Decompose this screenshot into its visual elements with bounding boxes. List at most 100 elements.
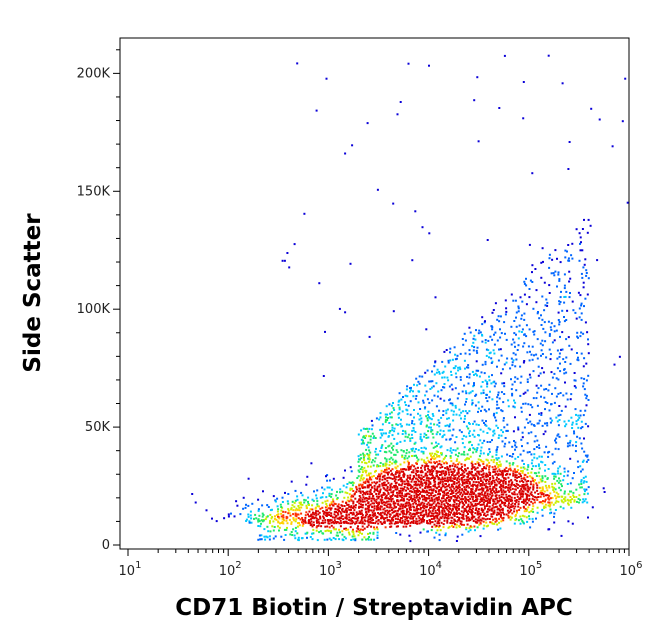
event-dot	[304, 516, 307, 519]
event-dot	[491, 466, 494, 469]
event-dot	[402, 450, 405, 453]
event-dot	[536, 338, 539, 341]
event-dot	[370, 521, 373, 524]
event-dot	[471, 511, 474, 514]
event-dot	[507, 486, 509, 489]
event-dot	[432, 455, 435, 458]
event-dot	[458, 452, 460, 455]
event-dot	[490, 459, 493, 462]
event-dot	[471, 403, 473, 406]
event-dot	[505, 470, 508, 473]
event-dot	[572, 491, 575, 494]
event-dot	[447, 513, 450, 516]
event-dot	[410, 520, 413, 523]
event-dot	[283, 519, 285, 522]
event-dot	[316, 505, 319, 508]
event-dot	[280, 515, 283, 518]
event-dot	[501, 440, 504, 443]
event-dot	[424, 371, 427, 374]
event-dot	[348, 533, 351, 536]
event-dot	[404, 489, 407, 492]
event-dot	[352, 507, 355, 509]
event-dot	[533, 448, 536, 451]
event-dot	[563, 296, 566, 298]
event-dot	[573, 430, 575, 433]
event-dot	[388, 461, 391, 464]
event-dot	[381, 482, 384, 485]
event-dot	[410, 485, 413, 488]
event-dot	[416, 509, 419, 512]
event-dot	[375, 498, 378, 501]
event-dot	[496, 458, 499, 461]
event-dot	[416, 456, 418, 459]
event-dot	[379, 474, 382, 477]
event-dot	[481, 316, 484, 319]
event-dot	[465, 400, 467, 403]
event-dot	[484, 491, 487, 494]
event-dot	[581, 276, 584, 279]
event-dot	[547, 320, 550, 323]
event-dot	[446, 424, 449, 427]
event-dot	[462, 434, 465, 437]
event-dot	[445, 349, 448, 351]
event-dot	[558, 323, 561, 326]
x-tick-label: 104	[419, 560, 442, 579]
event-dot	[380, 522, 383, 525]
event-dot	[520, 493, 523, 495]
event-dot	[399, 487, 402, 490]
event-dot	[556, 285, 558, 288]
event-dot	[502, 431, 504, 434]
event-dot	[510, 503, 513, 506]
event-dot	[366, 513, 369, 516]
event-dot	[512, 474, 515, 477]
event-dot	[547, 496, 550, 499]
event-dot	[440, 486, 443, 489]
event-dot	[391, 424, 394, 427]
event-dot	[404, 394, 407, 397]
event-dot	[391, 517, 394, 520]
event-dot	[563, 301, 566, 304]
event-dot	[461, 484, 464, 487]
event-dot	[280, 535, 283, 538]
event-dot	[415, 395, 418, 397]
event-dot	[448, 489, 451, 492]
event-dot	[233, 515, 236, 518]
event-dot	[393, 453, 396, 456]
event-dot	[472, 337, 475, 340]
event-dot	[362, 490, 364, 493]
event-dot	[421, 494, 423, 497]
event-dot	[389, 488, 392, 491]
event-dot	[416, 504, 419, 507]
event-dot	[409, 503, 412, 506]
event-dot	[475, 329, 477, 332]
event-dot	[492, 471, 495, 473]
event-dot	[363, 466, 366, 469]
event-dot	[496, 403, 499, 406]
event-dot	[494, 468, 496, 471]
event-dot	[495, 419, 498, 422]
event-dot	[455, 499, 458, 502]
event-dot	[472, 520, 475, 522]
event-dot	[557, 448, 560, 451]
event-dot	[368, 335, 371, 338]
event-dot	[573, 432, 576, 435]
event-dot	[541, 508, 544, 511]
event-dot	[362, 516, 365, 519]
event-dot	[511, 392, 514, 395]
event-dot	[421, 506, 424, 509]
event-dot	[450, 516, 453, 519]
event-dot	[523, 333, 526, 336]
event-dot	[524, 488, 527, 491]
event-dot	[517, 426, 520, 429]
event-dot	[411, 513, 414, 516]
event-dot	[347, 531, 350, 534]
event-dot	[400, 478, 403, 481]
event-dot	[428, 488, 431, 491]
event-dot	[567, 499, 570, 502]
event-dot	[415, 448, 417, 450]
event-dot	[319, 517, 322, 520]
event-dot	[467, 427, 470, 430]
event-dot	[417, 494, 420, 496]
event-dot	[360, 485, 363, 488]
event-dot	[525, 510, 528, 513]
